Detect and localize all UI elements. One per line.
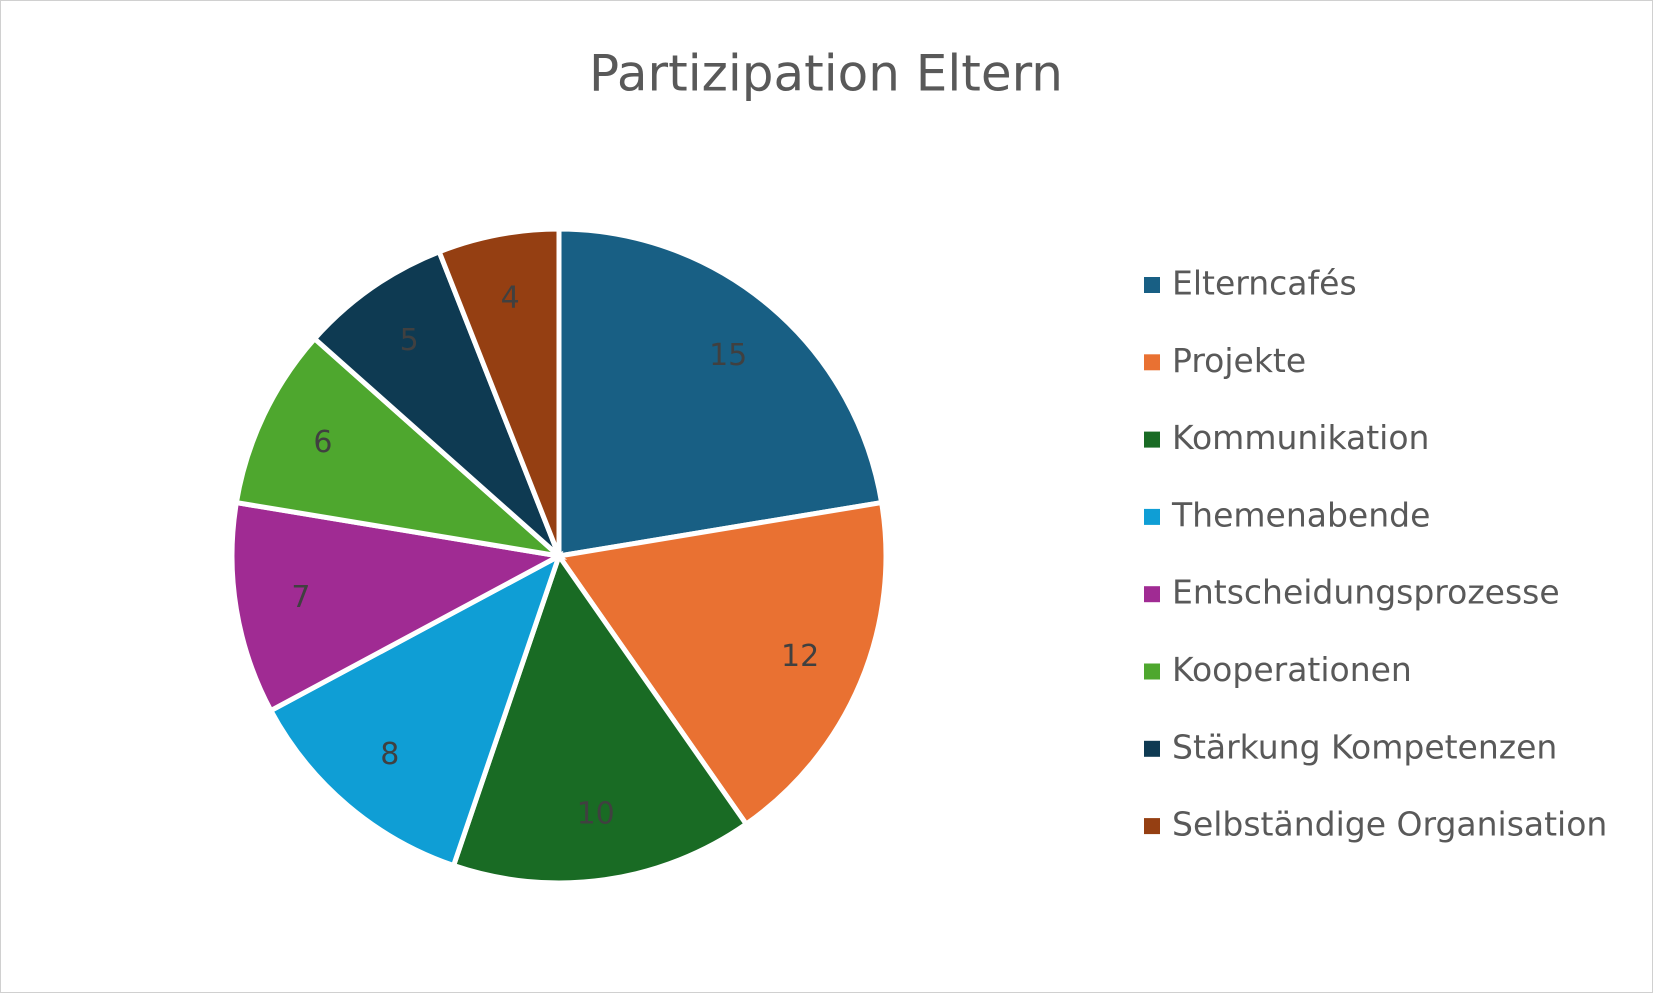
legend-swatch	[1144, 586, 1160, 603]
pie-slice	[450, 550, 750, 886]
legend-swatch	[1144, 277, 1160, 293]
chart-title: Partizipation Eltern	[589, 45, 1063, 103]
legend-label: Themenabende	[1171, 495, 1430, 534]
pie-slice	[556, 226, 885, 559]
data-label: 7	[291, 580, 310, 615]
legend-label: Stärkung Kompetenzen	[1172, 727, 1557, 766]
data-label: 5	[400, 323, 419, 358]
pie-slice	[435, 226, 562, 557]
legend-label: Elterncafés	[1172, 264, 1357, 303]
pie-slice	[311, 248, 562, 558]
data-label: 6	[313, 425, 332, 460]
pie-slice	[554, 499, 889, 828]
data-label: 12	[781, 639, 819, 674]
legend-label: Projekte	[1172, 341, 1306, 380]
data-label: 8	[380, 737, 399, 772]
legend-swatch	[1144, 818, 1160, 835]
legend-swatch	[1144, 354, 1160, 371]
data-label: 4	[501, 280, 520, 315]
pie-slice	[267, 550, 564, 869]
pie-slice	[233, 335, 568, 560]
data-label: 15	[709, 338, 747, 373]
legend-swatch	[1144, 663, 1160, 680]
legend-swatch	[1144, 740, 1160, 757]
legend-swatch	[1144, 431, 1160, 448]
legend-label: Kommunikation	[1172, 418, 1429, 457]
legend-label: Selbständige Organisation	[1172, 805, 1607, 844]
legend-label: Kooperationen	[1172, 650, 1412, 689]
data-label: 10	[577, 797, 615, 832]
legend-label: Entscheidungsprozesse	[1172, 573, 1560, 612]
legend-swatch	[1144, 508, 1160, 525]
pie-slice	[229, 499, 567, 714]
